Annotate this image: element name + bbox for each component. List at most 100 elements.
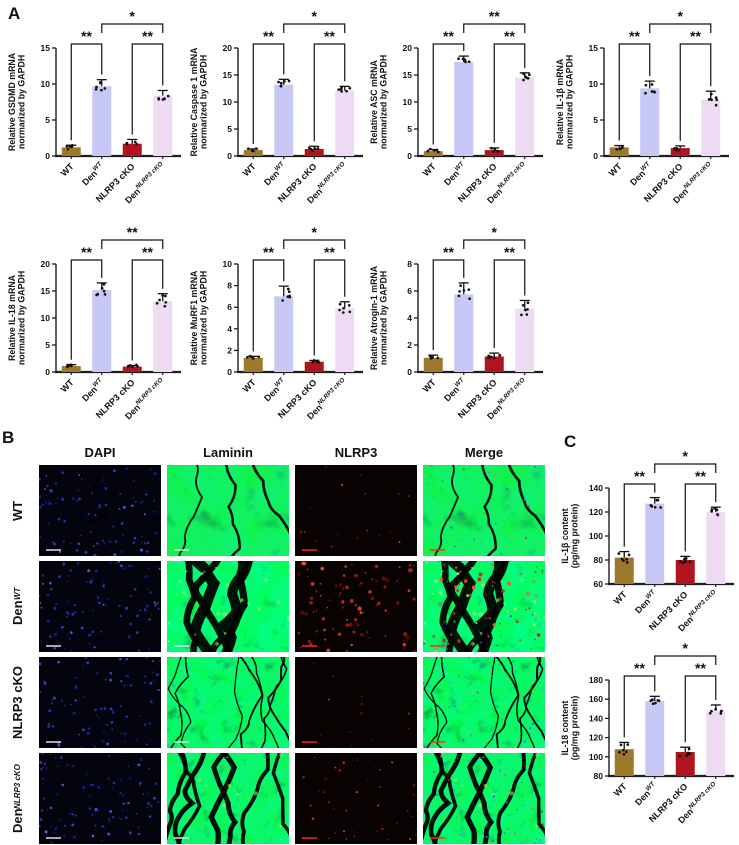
y-axis-title: Relative Atrogin-1 mRNAnormarized by GAP… [369, 265, 389, 370]
data-point [157, 97, 161, 101]
data-point [429, 357, 433, 360]
data-point [498, 353, 502, 357]
data-point [621, 748, 625, 752]
b-grid-corner [2, 440, 33, 460]
y-tick-label: 80 [594, 555, 604, 565]
data-point [677, 148, 681, 152]
data-point [248, 354, 252, 358]
sig-stars: ** [443, 28, 454, 44]
sig-stars: ** [634, 660, 645, 676]
micro-nlrp3-row0 [295, 465, 417, 556]
data-point [685, 754, 689, 758]
y-tick-label: 10 [589, 79, 599, 89]
data-point [707, 98, 711, 101]
data-point [459, 284, 462, 287]
data-point [458, 290, 461, 293]
bar-2 [304, 361, 324, 372]
data-point [618, 750, 621, 754]
sig-bracket [283, 239, 346, 249]
y-tick-label: 15 [223, 70, 233, 80]
y-tick-label: 15 [589, 43, 599, 53]
atrogin1-svg: 0 2 4 6 8 Relative Atrogin-1 mRNAnormarized b… [369, 224, 543, 421]
y-tick-label: 15 [41, 43, 51, 53]
data-point [102, 283, 106, 286]
bar-2 [675, 560, 695, 584]
b-row-label-1: Den WT [10, 588, 25, 625]
sig-stars: ** [695, 468, 706, 484]
data-point [428, 354, 432, 358]
sig-bracket [70, 43, 103, 141]
y-axis-title: Relative MuRF1 mRNAnormarized by GAPDH [189, 270, 209, 365]
microscopy-grid: DAPI Laminin NLRP3 Merge WT Den WT NLRP3 cKO Den… [2, 440, 545, 844]
sig-bracket [623, 483, 656, 547]
micro-dapi-row1 [39, 561, 161, 652]
data-point [709, 92, 713, 96]
micro-nlrp3-row1 [295, 561, 417, 652]
y-tick-label: 6 [407, 286, 412, 296]
y-tick-label: 10 [41, 79, 51, 89]
sig-bracket [649, 23, 712, 33]
data-point [674, 148, 678, 152]
x-tick-label: WT [612, 589, 629, 606]
data-point [94, 87, 98, 91]
micro-laminin-row2 [167, 657, 289, 748]
data-point [166, 94, 170, 98]
b-col-header-laminin: Laminin [203, 445, 253, 460]
data-point [313, 147, 317, 151]
data-point [710, 709, 713, 713]
y-axis-title: Relative IL-1β mRNAnormarized by GAPDH [555, 55, 575, 149]
y-tick-label: 5 [45, 115, 50, 125]
x-tick-label: DenWT [632, 780, 660, 808]
x-tick-label: WT [59, 161, 76, 178]
bar-0 [243, 150, 263, 156]
sig-bracket [654, 463, 717, 473]
data-point [653, 505, 657, 509]
micro-merge-row1 [423, 561, 545, 652]
data-point [95, 85, 98, 89]
sig-bracket [654, 655, 717, 665]
y-tick-label: 60 [594, 579, 604, 589]
x-tick-label: WT [612, 781, 629, 798]
data-point [287, 79, 291, 83]
data-point [622, 559, 625, 562]
data-point [309, 148, 313, 151]
data-point [245, 355, 249, 359]
chart-il1b-mrna: 0 5 10 15 Relative IL-1β mRNAnormarized by G… [552, 8, 734, 220]
bar-0 [423, 357, 443, 372]
il18_content-svg: 80 100 120 140 160 180 IL-18 content(pg/mg pro… [560, 640, 734, 825]
sig-stars: ** [81, 28, 92, 44]
y-tick-label: 10 [41, 313, 51, 323]
sig-stars: ** [690, 28, 701, 44]
bar-2 [484, 356, 504, 372]
bar-1 [274, 296, 294, 372]
data-point [100, 286, 104, 290]
data-point [69, 363, 73, 367]
y-tick-label: 180 [589, 675, 603, 685]
data-point [457, 294, 461, 298]
b-col-header-nlrp3: NLRP3 [334, 445, 378, 460]
x-tick-label: DenWT [441, 376, 469, 404]
data-point [338, 302, 342, 306]
data-point [312, 359, 316, 362]
data-point [311, 360, 314, 364]
bar-1 [274, 84, 294, 156]
bar-0 [614, 557, 634, 584]
x-tick-label: DenWT [441, 160, 469, 188]
y-tick-label: 10 [403, 97, 413, 107]
data-point [135, 363, 138, 367]
data-point [103, 293, 107, 296]
sig-stars: ** [324, 28, 335, 44]
data-point [277, 80, 280, 84]
micro-dapi-row2 [39, 657, 161, 748]
data-point [618, 147, 622, 151]
data-point [710, 98, 713, 102]
sig-stars: * [312, 224, 318, 240]
data-point [656, 699, 660, 702]
chart-asc: 0 5 10 15 20 Relative ASC mRNAnormarized by G… [366, 8, 548, 220]
data-point [65, 144, 69, 148]
sig-bracket [313, 43, 346, 142]
sig-bracket [493, 43, 526, 143]
y-tick-label: 4 [227, 324, 232, 334]
y-tick-label: 4 [407, 313, 412, 323]
data-point [67, 364, 71, 368]
